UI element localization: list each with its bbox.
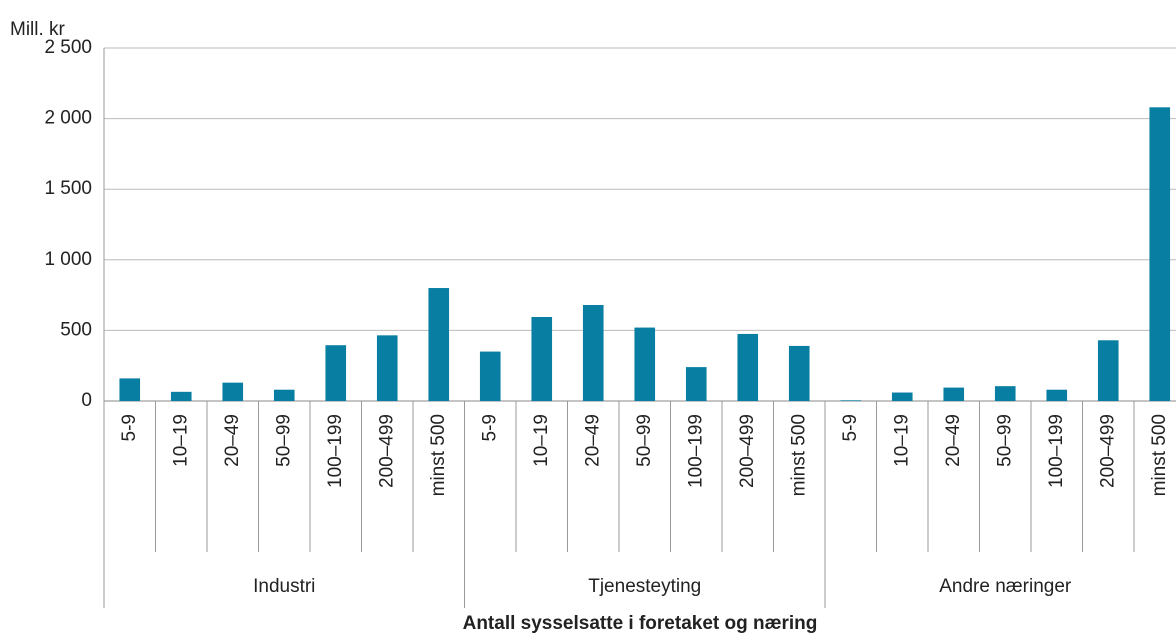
x-tick-label: 10–19	[891, 414, 912, 467]
bar	[531, 316, 553, 401]
x-axis-title: Antall sysselsatte i foretaket og næring	[463, 613, 818, 634]
x-tick-label: minst 500	[788, 414, 809, 496]
x-tick-label: 100–199	[685, 414, 706, 488]
x-tick-label: 100–199	[325, 414, 346, 488]
bar	[634, 327, 656, 401]
group-label: Andre næringer	[939, 576, 1072, 597]
x-tick-label: 20–49	[582, 414, 603, 467]
bar	[273, 389, 295, 401]
group-label: Industri	[253, 576, 315, 597]
x-tick-label: 20–49	[222, 414, 243, 467]
x-tick-label: 10–19	[531, 414, 552, 467]
x-tick-label: 10–19	[170, 414, 191, 467]
bar	[325, 345, 347, 401]
bar	[788, 345, 810, 401]
x-tick-label: 200–499	[1097, 414, 1118, 488]
bar	[376, 335, 398, 401]
bar	[1097, 340, 1119, 401]
x-tick-label: minst 500	[428, 414, 449, 496]
bar	[1149, 107, 1171, 401]
bar	[943, 387, 965, 401]
x-tick-label: 5-9	[119, 414, 140, 441]
x-tick-label: 50–99	[273, 414, 294, 467]
y-tick-label: 0	[81, 390, 92, 411]
bar	[170, 391, 192, 401]
bar	[737, 333, 759, 401]
x-tick-label: 50–99	[994, 414, 1015, 467]
x-tick-label: 5-9	[479, 414, 500, 441]
x-tick-label: 100–199	[1046, 414, 1067, 488]
y-tick-label: 2 500	[44, 37, 92, 58]
x-tick-label: minst 500	[1149, 414, 1170, 496]
x-tick-label: 50–99	[634, 414, 655, 467]
y-tick-label: 1 000	[44, 249, 92, 270]
y-tick-label: 500	[60, 319, 92, 340]
bar	[582, 304, 604, 401]
bar	[840, 400, 862, 401]
bar	[1046, 389, 1068, 401]
y-tick-label: 1 500	[44, 178, 92, 199]
bar	[119, 378, 141, 401]
y-tick-label: 2 000	[44, 108, 92, 129]
y-unit: Mill. kr	[10, 19, 66, 40]
bar	[428, 288, 450, 401]
x-tick-label: 5-9	[840, 414, 861, 441]
group-label: Tjenesteyting	[588, 576, 701, 597]
x-tick-label: 200–499	[737, 414, 758, 488]
bar	[994, 386, 1016, 401]
bar	[479, 351, 501, 401]
x-tick-label: 20–49	[943, 414, 964, 467]
bar	[222, 382, 244, 401]
bar	[891, 392, 913, 401]
bar	[685, 367, 707, 401]
x-tick-label: 200–499	[376, 414, 397, 488]
